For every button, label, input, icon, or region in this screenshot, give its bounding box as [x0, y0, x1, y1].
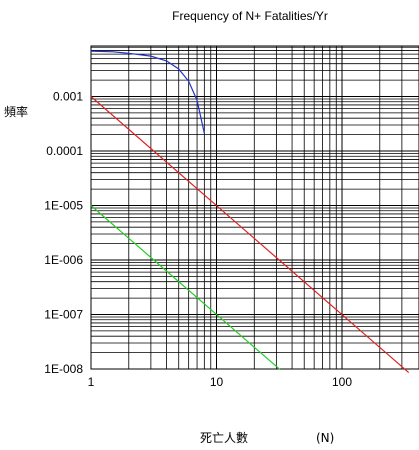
- x-tick-labels: 1 10 100: [88, 375, 353, 389]
- y-tick-labels: 0.001 0.0001 1E-005 1E-006 1E-007 1E-008: [44, 90, 83, 377]
- x-axis-unit: (N): [316, 431, 334, 445]
- grid-lines: [90, 46, 419, 370]
- x-tick-label: 1: [88, 375, 95, 389]
- y-tick-label: 0.001: [53, 90, 83, 104]
- x-tick-label: 10: [210, 375, 224, 389]
- y-tick-label: 0.0001: [46, 144, 83, 158]
- y-tick-label: 1E-005: [44, 199, 83, 213]
- y-tick-label: 1E-008: [44, 362, 83, 376]
- x-tick-label: 100: [332, 375, 352, 389]
- x-axis-label: 死亡人數: [200, 431, 248, 445]
- y-tick-label: 1E-006: [44, 253, 83, 267]
- y-tick-label: 1E-007: [44, 308, 83, 322]
- chart-title: Frequency of N+ Fatalities/Yr: [172, 9, 328, 23]
- series-line-2: [90, 205, 281, 370]
- series-line-1: [90, 96, 410, 374]
- series-line-0: [90, 50, 205, 134]
- plot-frame: [90, 45, 419, 370]
- series-layer: [90, 50, 410, 374]
- y-axis-label: 頻率: [4, 104, 28, 119]
